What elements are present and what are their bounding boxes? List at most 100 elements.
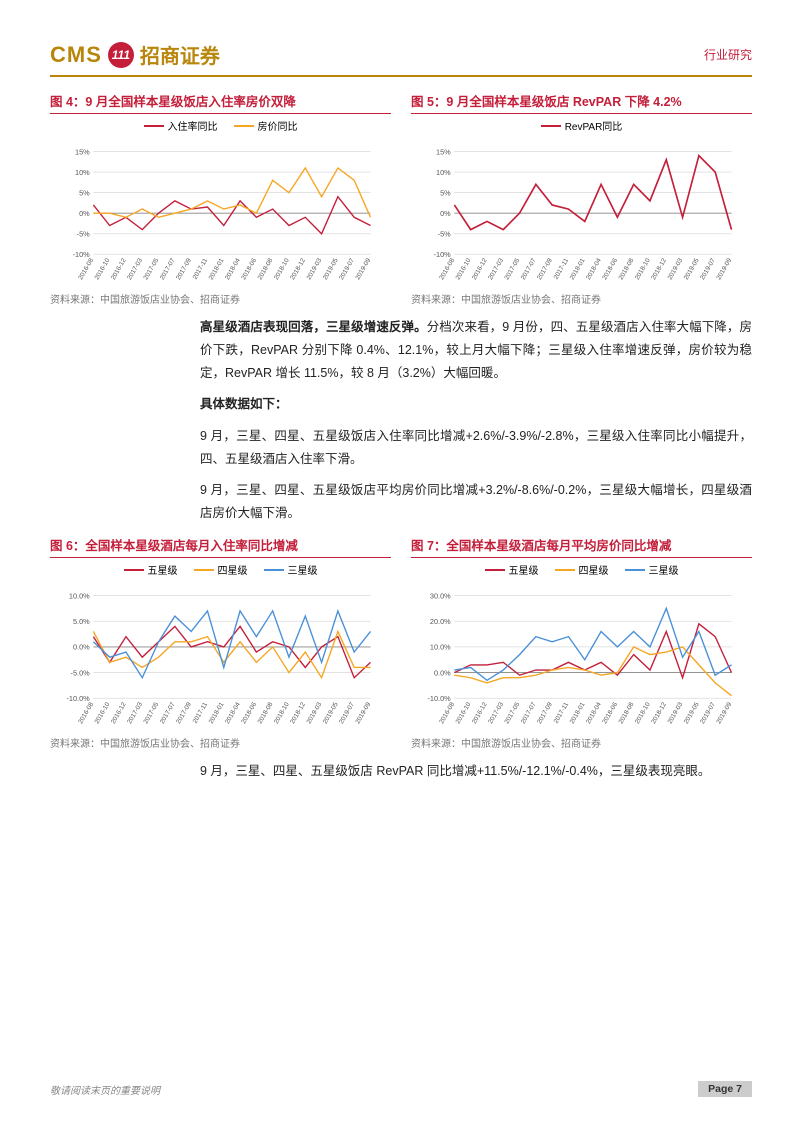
svg-text:2018-08: 2018-08: [618, 701, 636, 725]
svg-text:2018-06: 2018-06: [240, 257, 258, 281]
svg-text:5.0%: 5.0%: [73, 617, 90, 626]
svg-text:-5%: -5%: [438, 229, 452, 238]
svg-text:0.0%: 0.0%: [434, 668, 451, 677]
chart7-title: 图 7：全国样本星级酒店每月平均房价同比增减: [411, 535, 752, 558]
chart6-plot: 五星级四星级三星级-10.0%-5.0%0.0%5.0%10.0%2016-08…: [50, 562, 391, 732]
svg-text:2018-04: 2018-04: [224, 701, 242, 725]
svg-text:2017-07: 2017-07: [520, 257, 538, 281]
chart5-title: 图 5：9 月全国样本星级饭店 RevPAR 下降 4.2%: [411, 91, 752, 114]
svg-text:2017-09: 2017-09: [175, 701, 193, 725]
svg-text:2016-10: 2016-10: [455, 701, 473, 725]
svg-text:10%: 10%: [75, 168, 90, 177]
chart4-plot: 入住率同比房价同比-10%-5%0%5%10%15%2016-082016-10…: [50, 118, 391, 288]
svg-text:2018-06: 2018-06: [601, 257, 619, 281]
footer-page-number: Page 7: [698, 1081, 752, 1097]
header-right-label: 行业研究: [704, 46, 752, 63]
svg-text:2018-12: 2018-12: [650, 701, 668, 725]
svg-text:2018-12: 2018-12: [289, 257, 307, 281]
svg-text:0%: 0%: [79, 209, 90, 218]
svg-text:0.0%: 0.0%: [73, 643, 90, 652]
svg-text:10.0%: 10.0%: [69, 591, 90, 600]
svg-text:2018-08: 2018-08: [618, 257, 636, 281]
chart4-title: 图 4：9 月全国样本星级饭店入住率房价双降: [50, 91, 391, 114]
body-text-block-1: 高星级酒店表现回落，三星级增速反弹。分档次来看，9 月份，四、五星级酒店入住率大…: [200, 316, 752, 525]
svg-text:2017-11: 2017-11: [553, 257, 571, 281]
svg-text:15%: 15%: [436, 147, 451, 156]
svg-text:2019-03: 2019-03: [667, 701, 685, 725]
charts-row-1: 图 4：9 月全国样本星级饭店入住率房价双降 入住率同比房价同比-10%-5%0…: [50, 91, 752, 306]
svg-text:10.0%: 10.0%: [430, 643, 451, 652]
svg-text:2016-12: 2016-12: [471, 701, 489, 725]
svg-text:2018-10: 2018-10: [634, 701, 652, 725]
svg-text:2017-09: 2017-09: [536, 257, 554, 281]
svg-text:0%: 0%: [440, 209, 451, 218]
chart7-plot: 五星级四星级三星级-10.0%0.0%10.0%20.0%30.0%2016-0…: [411, 562, 752, 732]
svg-text:2019-05: 2019-05: [683, 701, 701, 725]
svg-text:2018-08: 2018-08: [257, 701, 275, 725]
page-footer: 敬请阅读末页的重要说明 Page 7: [50, 1081, 752, 1097]
logo-circle-icon: 111: [108, 42, 134, 68]
svg-text:30.0%: 30.0%: [430, 591, 451, 600]
svg-text:2018-10: 2018-10: [634, 257, 652, 281]
svg-text:2017-03: 2017-03: [487, 701, 505, 725]
svg-text:2017-11: 2017-11: [192, 257, 210, 281]
svg-text:2017-03: 2017-03: [487, 257, 505, 281]
svg-text:2017-09: 2017-09: [536, 701, 554, 725]
svg-text:2019-09: 2019-09: [715, 701, 733, 725]
p3: 9 月，三星、四星、五星级饭店入住率同比增减+2.6%/-3.9%/-2.8%，…: [200, 425, 752, 471]
svg-text:2018-04: 2018-04: [585, 701, 603, 725]
page-header: CMS 111 招商证券 行业研究: [50, 40, 752, 77]
svg-text:2016-12: 2016-12: [471, 257, 489, 281]
svg-text:2016-12: 2016-12: [110, 257, 128, 281]
svg-text:2016-10: 2016-10: [94, 701, 112, 725]
svg-text:2017-07: 2017-07: [520, 701, 538, 725]
logo-cms-text: CMS: [50, 42, 102, 68]
svg-text:2016-10: 2016-10: [455, 257, 473, 281]
svg-text:2018-08: 2018-08: [257, 257, 275, 281]
svg-text:2018-10: 2018-10: [273, 257, 291, 281]
svg-text:2019-07: 2019-07: [338, 701, 356, 725]
svg-text:-10.0%: -10.0%: [427, 694, 451, 703]
svg-text:2019-07: 2019-07: [699, 701, 717, 725]
p2-bold: 具体数据如下：: [200, 393, 752, 416]
svg-text:2017-11: 2017-11: [553, 701, 571, 725]
svg-text:2019-09: 2019-09: [354, 701, 372, 725]
svg-text:2019-09: 2019-09: [715, 257, 733, 281]
charts-row-2: 图 6：全国样本星级酒店每月入住率同比增减 五星级四星级三星级-10.0%-5.…: [50, 535, 752, 750]
svg-text:5%: 5%: [79, 188, 90, 197]
footer-disclaimer: 敬请阅读末页的重要说明: [50, 1082, 160, 1097]
svg-text:2018-01: 2018-01: [569, 257, 587, 281]
svg-text:2017-03: 2017-03: [126, 257, 144, 281]
p4: 9 月，三星、四星、五星级饭店平均房价同比增减+3.2%/-8.6%/-0.2%…: [200, 479, 752, 525]
svg-text:2017-05: 2017-05: [503, 257, 521, 281]
svg-text:20.0%: 20.0%: [430, 617, 451, 626]
logo-cn-text: 招商证券: [140, 40, 220, 69]
svg-text:2019-05: 2019-05: [683, 257, 701, 281]
svg-text:-5%: -5%: [77, 229, 91, 238]
svg-text:2017-05: 2017-05: [142, 257, 160, 281]
p5: 9 月，三星、四星、五星级饭店 RevPAR 同比增减+11.5%/-12.1%…: [200, 760, 752, 783]
svg-text:2018-01: 2018-01: [208, 257, 226, 281]
svg-text:2019-03: 2019-03: [306, 257, 324, 281]
svg-text:2016-08: 2016-08: [438, 257, 456, 281]
svg-text:2017-07: 2017-07: [159, 257, 177, 281]
svg-text:2018-12: 2018-12: [289, 701, 307, 725]
body-text-block-2: 9 月，三星、四星、五星级饭店 RevPAR 同比增减+11.5%/-12.1%…: [200, 760, 752, 783]
svg-text:2018-06: 2018-06: [240, 701, 258, 725]
svg-text:2016-08: 2016-08: [77, 701, 95, 725]
svg-text:-10.0%: -10.0%: [66, 694, 90, 703]
svg-text:-10%: -10%: [73, 250, 91, 259]
svg-text:2019-05: 2019-05: [322, 257, 340, 281]
svg-text:5%: 5%: [440, 188, 451, 197]
svg-text:2019-09: 2019-09: [354, 257, 372, 281]
svg-text:2016-08: 2016-08: [77, 257, 95, 281]
svg-text:-5.0%: -5.0%: [71, 668, 91, 677]
svg-text:2019-05: 2019-05: [322, 701, 340, 725]
svg-text:2018-01: 2018-01: [208, 701, 226, 725]
svg-text:2016-12: 2016-12: [110, 701, 128, 725]
svg-text:2017-09: 2017-09: [175, 257, 193, 281]
svg-text:2018-10: 2018-10: [273, 701, 291, 725]
svg-text:2017-05: 2017-05: [142, 701, 160, 725]
svg-text:15%: 15%: [75, 147, 90, 156]
chart6-title: 图 6：全国样本星级酒店每月入住率同比增减: [50, 535, 391, 558]
